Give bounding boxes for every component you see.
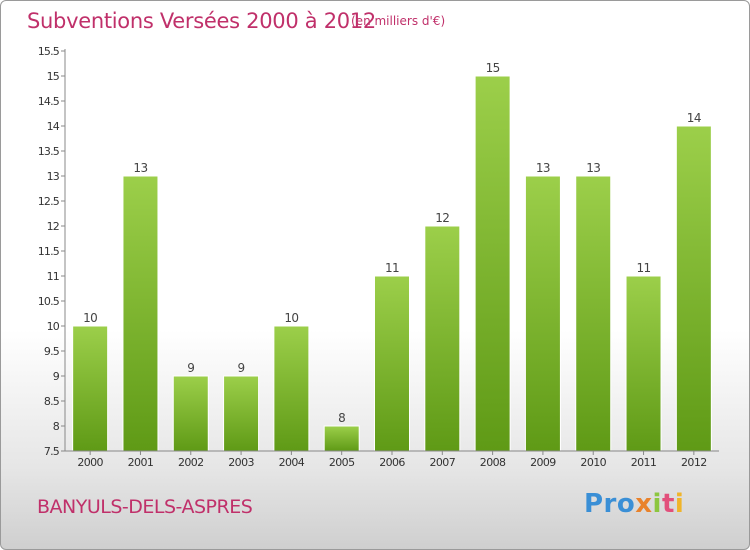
x-tick-label: 2009 bbox=[530, 456, 556, 469]
data-label: 13 bbox=[536, 161, 550, 175]
y-tick-label: 15.5 bbox=[38, 45, 60, 58]
bar-2002 bbox=[172, 375, 209, 452]
y-tick-label: 9 bbox=[53, 370, 60, 383]
x-tick-label: 2010 bbox=[580, 456, 606, 469]
bar-2012 bbox=[675, 125, 712, 452]
x-tick-label: 2001 bbox=[128, 456, 154, 469]
commune-name: BANYULS-DELS-ASPRES bbox=[37, 496, 253, 518]
bar-2011 bbox=[625, 275, 662, 452]
x-tick-label: 2002 bbox=[178, 456, 204, 469]
y-tick-label: 13 bbox=[47, 170, 60, 183]
proxiti-logo[interactable]: Proxiti bbox=[584, 489, 684, 519]
y-tick-label: 14.5 bbox=[38, 95, 60, 108]
y-tick-label: 10 bbox=[47, 320, 60, 333]
data-label: 8 bbox=[338, 411, 345, 425]
bar-2008 bbox=[474, 75, 511, 452]
x-tick-label: 2012 bbox=[681, 456, 707, 469]
data-label: 15 bbox=[486, 61, 500, 75]
x-tick-label: 2004 bbox=[279, 456, 305, 469]
bar-2007 bbox=[424, 225, 461, 452]
bar-2005 bbox=[323, 425, 360, 452]
data-label: 11 bbox=[385, 261, 399, 275]
logo-part: x bbox=[635, 489, 653, 519]
x-tick-label: 2006 bbox=[379, 456, 405, 469]
y-tick-label: 11.5 bbox=[38, 245, 60, 258]
x-tick-label: 2007 bbox=[430, 456, 456, 469]
bars: 10 13 9 9 10 8 11 12 15 13 13 11 14 bbox=[72, 61, 712, 452]
y-tick-label: 11 bbox=[47, 270, 59, 283]
y-tick-label: 12 bbox=[47, 220, 59, 233]
bar-2003 bbox=[223, 375, 260, 452]
y-tick-label: 15 bbox=[47, 70, 60, 83]
y-tick-label: 10.5 bbox=[38, 295, 60, 308]
bar-2001 bbox=[122, 175, 159, 452]
y-tick-label: 8 bbox=[53, 420, 60, 433]
x-tick-label: 2005 bbox=[329, 456, 355, 469]
y-tick-label: 7.5 bbox=[44, 445, 60, 458]
bar-2010 bbox=[575, 175, 612, 452]
data-label: 13 bbox=[133, 161, 147, 175]
logo-part: Pro bbox=[584, 489, 636, 519]
x-tick-label: 2011 bbox=[631, 456, 657, 469]
y-tick-label: 12.5 bbox=[38, 195, 60, 208]
logo-part: i bbox=[652, 489, 662, 519]
y-axis: 7.5 8 8.5 9 9.5 10 10.5 11 11.5 12 12.5 13 13.5 14 14.… bbox=[38, 45, 66, 458]
data-label: 12 bbox=[435, 211, 449, 225]
data-label: 11 bbox=[636, 261, 650, 275]
logo-part: t bbox=[661, 489, 675, 519]
bar-2009 bbox=[524, 175, 561, 452]
logo-part: i bbox=[674, 489, 685, 519]
data-label: 13 bbox=[586, 161, 600, 175]
y-tick-label: 14 bbox=[47, 120, 60, 133]
data-label: 9 bbox=[187, 361, 194, 375]
x-axis: 2000 2001 2002 2003 2004 2005 2006 2007 2008 2009… bbox=[65, 450, 719, 469]
x-tick-label: 2003 bbox=[228, 456, 254, 469]
bar-2006 bbox=[374, 275, 410, 452]
bar-2004 bbox=[273, 325, 310, 452]
data-label: 14 bbox=[687, 111, 701, 125]
y-tick-label: 9.5 bbox=[44, 345, 60, 358]
x-tick-label: 2000 bbox=[77, 456, 103, 469]
data-label: 10 bbox=[83, 311, 97, 325]
bar-2000 bbox=[72, 325, 109, 452]
chart-title: Subventions Versées 2000 à 2012 bbox=[27, 9, 376, 33]
data-label: 10 bbox=[284, 311, 298, 325]
data-label: 9 bbox=[238, 361, 245, 375]
chart-subtitle: (en milliers d'€) bbox=[351, 14, 446, 28]
y-tick-label: 8.5 bbox=[44, 395, 60, 408]
y-tick-label: 13.5 bbox=[38, 145, 60, 158]
x-tick-label: 2008 bbox=[480, 456, 506, 469]
